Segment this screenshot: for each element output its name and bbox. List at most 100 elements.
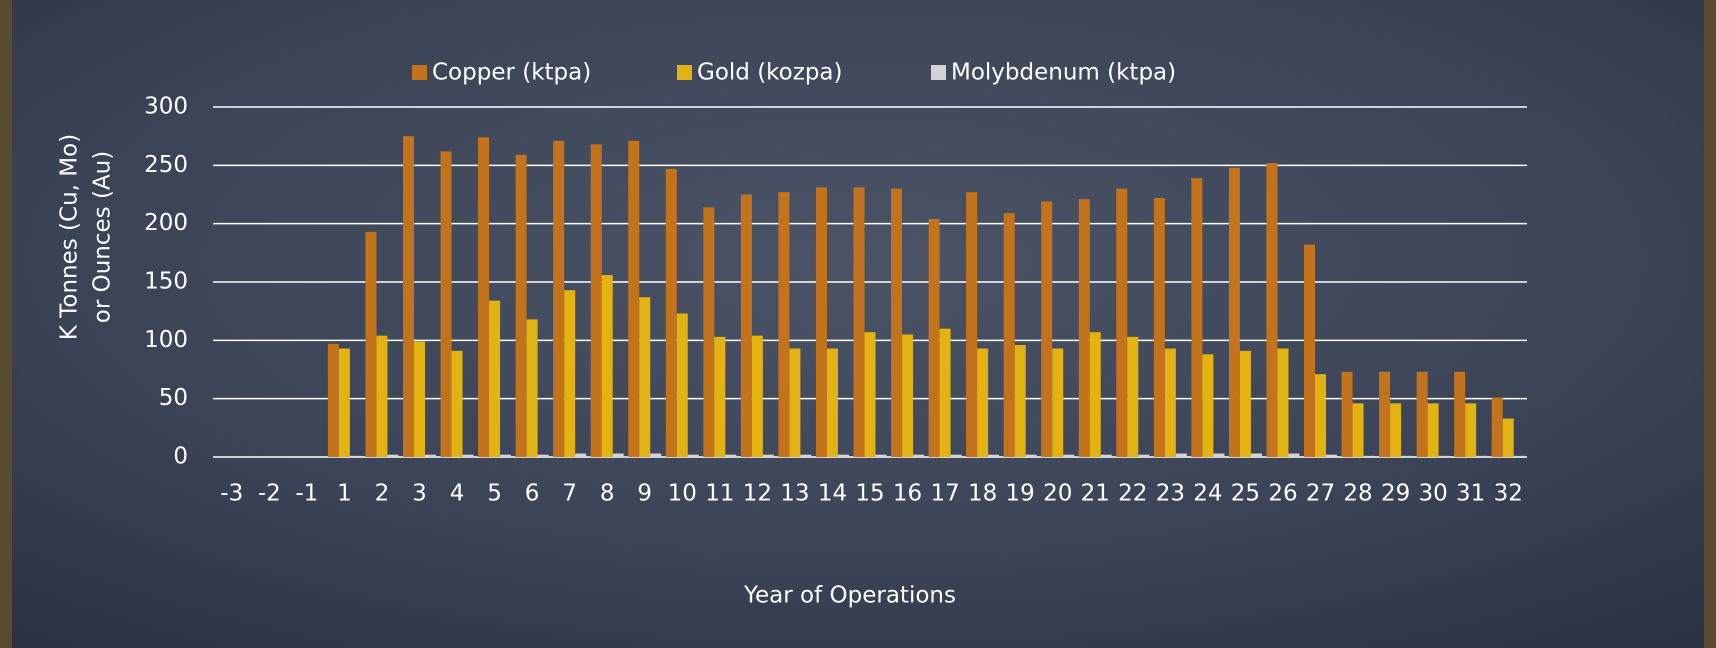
bar (452, 351, 463, 457)
y-axis-label: or Ounces (Au) (90, 151, 116, 323)
bar (1379, 372, 1390, 457)
bar (725, 455, 736, 457)
bar (628, 141, 639, 457)
bar (703, 207, 714, 457)
bar (1364, 456, 1375, 457)
x-tick-label: 5 (487, 481, 502, 507)
bar (650, 454, 661, 458)
bar (800, 455, 811, 457)
bar (478, 137, 489, 457)
legend-label: Copper (ktpa) (432, 60, 591, 86)
page: {"chart_data": {"type": "bar", "categori… (0, 0, 1716, 648)
bar (1277, 349, 1288, 458)
bar (1401, 456, 1412, 457)
x-tick-label: 10 (668, 481, 697, 507)
bar (365, 232, 376, 457)
bar (876, 455, 887, 457)
bar (1492, 398, 1503, 458)
chart: Year of Operations K Tonnes (Cu, Mo) or … (0, 0, 1716, 648)
bar (865, 332, 876, 457)
bar (677, 314, 688, 458)
x-tick-label: 26 (1268, 481, 1297, 507)
x-axis-label: Year of Operations (743, 583, 956, 609)
x-tick-label: 11 (705, 481, 734, 507)
y-tick-label: 50 (159, 385, 188, 411)
bar (966, 192, 977, 457)
bar (827, 349, 838, 458)
bar (1342, 372, 1353, 457)
bar (1041, 202, 1052, 458)
x-tick-label: 9 (637, 481, 652, 507)
bar (1251, 454, 1262, 458)
bar (564, 290, 575, 457)
bar (1202, 354, 1213, 457)
x-tick-label: 25 (1231, 481, 1260, 507)
bar (891, 189, 902, 457)
x-tick-label: 4 (450, 481, 465, 507)
bar (752, 336, 763, 457)
bar (350, 456, 361, 457)
bar (929, 219, 940, 457)
bar (741, 195, 752, 458)
legend-label: Molybdenum (ktpa) (951, 60, 1176, 86)
y-tick-label: 200 (144, 210, 188, 236)
bar (1353, 403, 1364, 457)
bar (1288, 454, 1299, 458)
bar (778, 192, 789, 457)
x-tick-label: 15 (855, 481, 884, 507)
x-tick-label: 7 (562, 481, 577, 507)
x-tick-label: 1 (337, 481, 352, 507)
bar (1090, 332, 1101, 457)
bar (575, 454, 586, 458)
bar (816, 188, 827, 458)
x-tick-label: 3 (412, 481, 427, 507)
bar (913, 455, 924, 457)
bar (1326, 455, 1337, 457)
bar (1165, 349, 1176, 458)
bar (977, 349, 988, 458)
bar (1304, 245, 1315, 457)
bar (1428, 403, 1439, 457)
bar (854, 188, 865, 458)
bar (688, 455, 699, 457)
bar (602, 275, 613, 457)
bar (1101, 455, 1112, 457)
bar (1315, 374, 1326, 457)
bar (988, 455, 999, 457)
bar (339, 349, 350, 458)
x-tick-label: 24 (1193, 481, 1222, 507)
bar (1229, 168, 1240, 457)
x-tick-label: 18 (968, 481, 997, 507)
bar (1191, 178, 1202, 457)
x-tick-label: 28 (1343, 481, 1372, 507)
bar (500, 455, 511, 457)
bar (414, 342, 425, 458)
x-tick-label: 17 (930, 481, 959, 507)
bar (1154, 198, 1165, 457)
bar (376, 336, 387, 457)
x-tick-label: -2 (258, 481, 281, 507)
x-tick-label: -1 (295, 481, 318, 507)
x-tick-label: 6 (525, 481, 540, 507)
x-tick-label: 14 (818, 481, 847, 507)
x-tick-label: 32 (1494, 481, 1523, 507)
y-tick-label: 0 (173, 444, 188, 470)
y-axis-label: K Tonnes (Cu, Mo) (57, 134, 83, 340)
bar (1063, 455, 1074, 457)
bar (463, 455, 474, 457)
x-tick-label: 8 (600, 481, 615, 507)
x-tick-label: 12 (743, 481, 772, 507)
bar (591, 144, 602, 457)
bar (1417, 372, 1428, 457)
y-tick-label: 300 (144, 94, 188, 120)
bar (1503, 419, 1514, 458)
x-tick-label: 16 (893, 481, 922, 507)
bar (639, 297, 650, 457)
legend-swatch (412, 65, 427, 80)
bar (940, 329, 951, 457)
bar (666, 169, 677, 457)
bar (328, 344, 339, 457)
bar (1465, 403, 1476, 457)
bar (489, 301, 500, 457)
bar (538, 455, 549, 457)
